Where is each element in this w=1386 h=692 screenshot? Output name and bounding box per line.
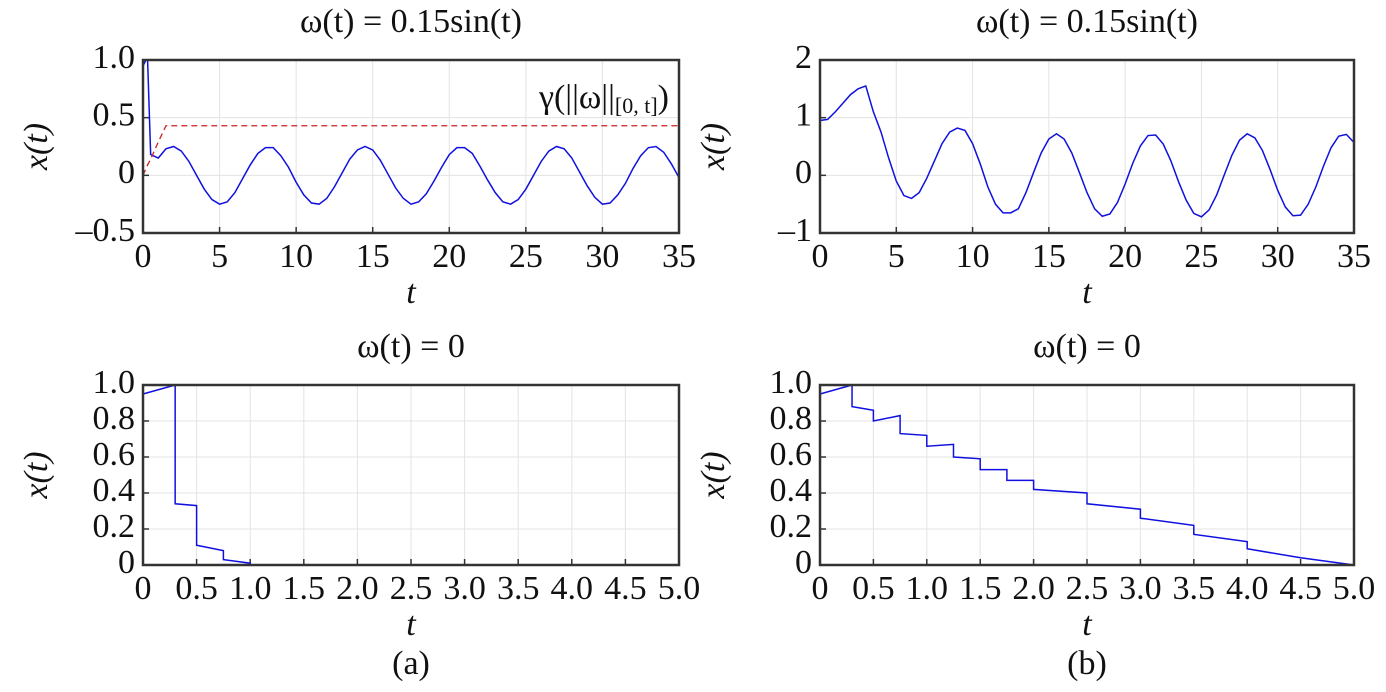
x-tick-label: 5 [211,238,228,275]
subplot-title: ω(t) = 0.15sin(t) [976,3,1198,40]
caption: (a) [392,645,430,682]
x-tick-label: 4.0 [551,570,594,607]
plot-area [820,60,1354,233]
y-tick-label: 0.2 [93,508,136,545]
y-tick-label: 0.8 [770,400,813,437]
x-tick-label: 0 [812,570,829,607]
x-tick-label: 20 [1108,238,1142,275]
x-axis-label: t [406,606,417,643]
y-axis-label: x(t) [695,451,732,499]
x-axis-label: t [1082,606,1093,643]
subplot: 0 0.5 1.0 1.5 2.0 2.5 3.0 3.5 4.0 4.5 5.000.20.40.… [18,328,700,643]
x-tick-label: 5.0 [1333,570,1376,607]
x-axis-label: t [406,274,417,311]
axes-box [818,383,1356,567]
y-tick-label: 0.6 [770,436,813,473]
x-tick-label: 1.0 [229,570,272,607]
x-tick-label: 4.0 [1226,570,1269,607]
y-tick-label: 0 [795,544,812,581]
x-tick-label: 0 [135,570,152,607]
y-tick-label: 1.0 [770,364,813,401]
x-tick-label: 4.5 [604,570,647,607]
y-tick-label: 1.0 [93,364,136,401]
x-tick-label: 15 [356,238,390,275]
y-tick-label: 0 [118,154,135,191]
x-tick-label: 2.5 [390,570,433,607]
axes-box [818,58,1356,235]
x-tick-label: 0.5 [175,570,218,607]
x-tick-label: 2.0 [336,570,379,607]
subplot: 0 5 10 15 20 25 30 35–0.500.51.0ω(t) = 0.15sin(… [18,3,696,311]
x-tick-label: 3.0 [443,570,486,607]
subplot-title: ω(t) = 0 [357,328,465,365]
x-tick-label: 25 [1184,238,1218,275]
x-tick-label: 1.5 [283,570,326,607]
x-tick-label: 20 [432,238,466,275]
data-line [819,84,1355,218]
x-tick-label: 3.0 [1119,570,1162,607]
annotation-subscript: [0, t] [615,93,658,118]
x-tick-label: 5.0 [658,570,701,607]
y-tick-label: 2 [795,39,812,76]
annotation: γ(||ω||[0, t]) [538,79,669,118]
subplot-title: ω(t) = 0.15sin(t) [300,3,522,40]
data-line [142,125,679,176]
x-tick-label: 1.0 [906,570,949,607]
y-tick-label: 0.4 [93,472,136,509]
y-tick-label: 0.8 [93,400,136,437]
x-tick-label: 35 [662,238,696,275]
data-line [142,59,680,205]
x-tick-label: 4.5 [1279,570,1322,607]
x-tick-label: 5 [888,238,905,275]
x-tick-label: 10 [956,238,990,275]
y-axis-label: x(t) [695,123,732,171]
x-tick-label: 1.5 [959,570,1002,607]
x-tick-label: 10 [279,238,313,275]
y-tick-label: 0.2 [770,508,813,545]
x-tick-label: 15 [1032,238,1066,275]
x-tick-label: 0 [812,238,829,275]
y-tick-label: 1 [795,96,812,133]
x-tick-label: 3.5 [1173,570,1216,607]
subplot-title: ω(t) = 0 [1033,328,1141,365]
subplot: 0 0.5 1.0 1.5 2.0 2.5 3.0 3.5 4.0 4.5 5.000.20.40.… [695,328,1375,643]
y-tick-label: 1.0 [93,39,136,76]
x-axis-label: t [1082,274,1093,311]
y-tick-label: –0.5 [75,212,136,249]
x-tick-label: 3.5 [497,570,540,607]
data-line [819,384,1355,566]
annotation-text: γ(||ω|| [538,79,615,116]
x-tick-label: 0.5 [852,570,895,607]
y-axis-label: x(t) [18,123,55,171]
x-tick-label: 30 [1261,238,1295,275]
y-tick-label: 0 [795,154,812,191]
y-tick-label: 0 [118,544,135,581]
annotation-suffix: ) [658,79,669,116]
x-tick-label: 2.0 [1012,570,1055,607]
axes-box [141,58,681,235]
caption: (b) [1067,645,1107,682]
y-tick-label: 0.6 [93,436,136,473]
y-tick-label: 0.5 [93,96,136,133]
x-tick-label: 0 [135,238,152,275]
y-axis-label: x(t) [18,451,55,499]
x-tick-label: 2.5 [1066,570,1109,607]
x-tick-label: 30 [585,238,619,275]
y-tick-label: 0.4 [770,472,813,509]
x-tick-label: 25 [509,238,543,275]
x-tick-label: 35 [1337,238,1371,275]
y-tick-label: –1 [777,212,812,249]
axes-box [141,383,681,567]
